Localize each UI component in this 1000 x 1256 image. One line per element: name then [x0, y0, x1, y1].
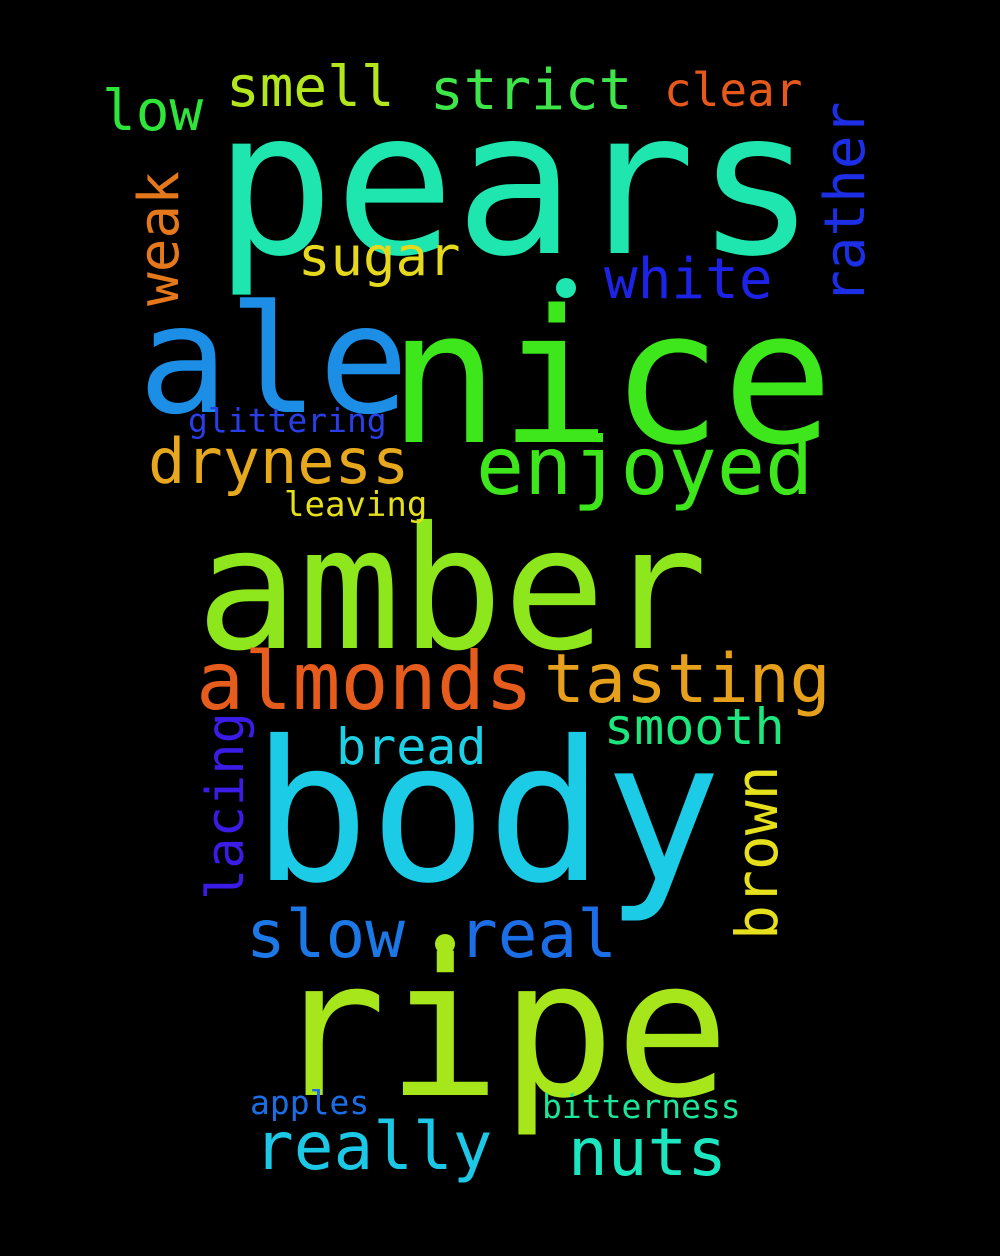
word-dryness: dryness	[148, 425, 410, 498]
word-leaving: leaving	[284, 485, 428, 525]
word-pears: pears	[214, 68, 817, 301]
word-nuts: nuts	[568, 1114, 727, 1191]
word-weak: weak	[127, 171, 192, 306]
word-brown: brown	[723, 765, 791, 940]
word-clear: clear	[664, 63, 803, 117]
word-bread: bread	[336, 718, 487, 776]
word-rather: rather	[813, 101, 878, 304]
dot-mark	[435, 934, 455, 954]
word-apples: apples	[250, 1083, 370, 1122]
word-ale: ale	[138, 274, 409, 448]
word-really: really	[254, 1108, 493, 1185]
word-almonds: almonds	[196, 635, 534, 728]
word-enjoyed: enjoyed	[476, 420, 814, 513]
dot-mark	[556, 278, 576, 298]
word-white: white	[604, 247, 773, 312]
word-glittering: glittering	[188, 401, 387, 440]
word-smooth: smooth	[604, 698, 785, 756]
word-bitterness: bitterness	[542, 1087, 741, 1126]
word-strict: strict	[430, 58, 633, 123]
word-ripe: ripe	[272, 919, 730, 1140]
word-low: low	[102, 79, 204, 144]
word-lacing: lacing	[196, 712, 256, 900]
word-nice: nice	[388, 270, 834, 486]
word-body: body	[252, 699, 722, 926]
word-slow: slow	[246, 896, 405, 973]
word-real: real	[458, 896, 617, 973]
word-tasting: tasting	[544, 640, 831, 719]
word-sugar: sugar	[298, 225, 461, 288]
word-smell: smell	[226, 55, 395, 120]
word-amber: amber	[196, 491, 708, 689]
